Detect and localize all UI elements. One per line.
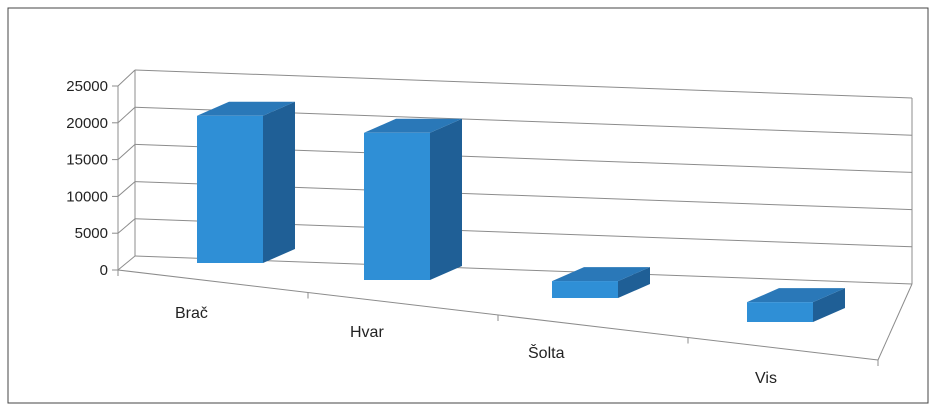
- side-gridline-1: [117, 218, 136, 234]
- y-tick-label: 25000: [66, 78, 108, 95]
- y-tick-label: 20000: [66, 115, 108, 132]
- y-axis-ticks: 0 5000 10000 15000 20000 25000: [66, 78, 118, 279]
- x-axis-labels: Brač Hvar Šolta Vis: [175, 305, 777, 387]
- axes: [117, 70, 913, 366]
- chart-frame: [7, 7, 929, 404]
- side-gridline-2: [117, 181, 136, 197]
- bar-front-1: [364, 132, 430, 280]
- side-gridline-4: [117, 106, 136, 124]
- bar-2: [552, 267, 650, 298]
- bar-top-0: [197, 101, 295, 116]
- x-tick-label: Hvar: [350, 324, 384, 341]
- bar-side-2: [618, 267, 650, 298]
- bar-top-1: [364, 118, 462, 133]
- side-gridline-3: [117, 144, 136, 160]
- y-tick-label: 15000: [66, 152, 108, 169]
- x-tick-label: Vis: [755, 370, 777, 387]
- bar-front-3: [747, 302, 813, 322]
- x-tick-label: Šolta: [528, 343, 565, 362]
- y-tick-label: 0: [100, 262, 108, 279]
- bar-side-1: [430, 118, 462, 280]
- y-tick-label: 10000: [66, 188, 108, 205]
- bar-top-3: [747, 288, 845, 303]
- bar-top-2: [552, 267, 650, 282]
- bar-3: [747, 288, 845, 322]
- bar-side-0: [263, 101, 295, 263]
- side-gridline-5: [117, 69, 136, 87]
- bar-0: [197, 101, 295, 263]
- y-tick-label: 5000: [75, 225, 108, 242]
- bar-1: [364, 118, 462, 280]
- x-tick-label: Brač: [175, 305, 208, 322]
- gridline-5: [134, 69, 913, 99]
- floor-right-edge: [877, 283, 913, 361]
- bar-side-3: [813, 288, 845, 322]
- bar-front-0: [197, 115, 263, 263]
- bars: [197, 101, 845, 322]
- side-gridline-0: [117, 255, 136, 271]
- bar-front-2: [552, 281, 618, 298]
